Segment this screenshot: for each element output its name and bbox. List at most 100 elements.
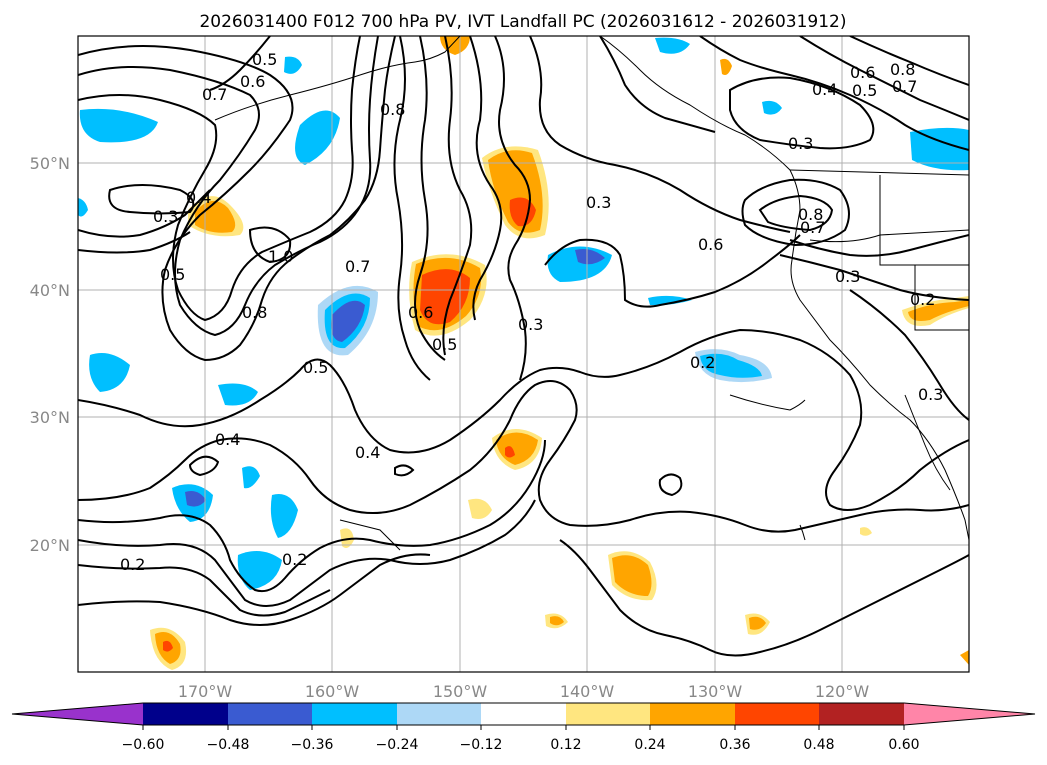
contour-label: 0.6 bbox=[698, 235, 723, 254]
contour-line-34 bbox=[599, 36, 716, 133]
lat-label: 30°N bbox=[30, 408, 70, 427]
contour-label: 0.8 bbox=[890, 60, 915, 79]
colorbar-tick-label: −0.36 bbox=[291, 737, 334, 753]
contour-label: 0.6 bbox=[240, 72, 265, 91]
neg-anomaly-15 bbox=[655, 37, 690, 54]
contour-label: 0.2 bbox=[120, 555, 145, 574]
contour-line-22 bbox=[658, 473, 683, 497]
contour-label: 0.8 bbox=[380, 100, 405, 119]
contour-label: 0.2 bbox=[690, 353, 715, 372]
contour-line-27 bbox=[741, 178, 850, 247]
neg-anomaly-6 bbox=[218, 383, 258, 406]
contour-line-30 bbox=[849, 36, 969, 86]
neg-anomaly-9 bbox=[270, 494, 298, 538]
colorbar-bin bbox=[481, 703, 566, 725]
contour-label: 0.5 bbox=[160, 265, 185, 284]
latitude-labels: 50°N 40°N 30°N 20°N bbox=[30, 154, 70, 555]
colorbar: −0.60 −0.48 −0.36 −0.24 −0.12 0.12 0.24 … bbox=[11, 702, 1036, 753]
contour-line-13 bbox=[529, 36, 791, 233]
colorbar-tick-label: 0.12 bbox=[550, 737, 581, 753]
contour-label: 0.5 bbox=[303, 358, 328, 377]
lon-label: 150°W bbox=[433, 682, 488, 701]
colorbar-tick-label: 0.36 bbox=[719, 737, 750, 753]
pos-anomaly-6c bbox=[163, 640, 173, 652]
contour-label: 0.3 bbox=[788, 134, 813, 153]
colorbar-tick-label: −0.24 bbox=[376, 737, 419, 753]
contour-label: 0.3 bbox=[153, 207, 178, 226]
pos-anomaly-13 bbox=[340, 528, 354, 548]
neg-anomaly-1 bbox=[79, 108, 158, 143]
colorbar-tick-label: 0.48 bbox=[803, 737, 834, 753]
coastlines bbox=[214, 36, 969, 551]
colorbar-bin bbox=[397, 703, 481, 725]
map-panel: 0.5 0.6 0.7 0.8 0.3 0.4 1.0 0.5 0.8 0.7 … bbox=[77, 35, 970, 673]
map-frame bbox=[77, 35, 970, 673]
contour-label: 0.5 bbox=[852, 81, 877, 100]
pos-anomaly-11b bbox=[749, 616, 766, 630]
pos-anomaly-5b bbox=[612, 555, 652, 596]
lat-label: 50°N bbox=[30, 154, 70, 173]
neg-anomaly-11 bbox=[910, 127, 969, 171]
neg-anomaly-17 bbox=[78, 198, 88, 217]
pos-anomaly-4c bbox=[505, 446, 515, 458]
colorbar-tick-label: 0.60 bbox=[888, 737, 919, 753]
colorbar-tick-label: −0.12 bbox=[460, 737, 503, 753]
colorbar-extend-low bbox=[12, 703, 143, 725]
colorbar-bin bbox=[735, 703, 819, 725]
colorbar-bin bbox=[566, 703, 650, 725]
pos-anomaly-4b bbox=[496, 432, 538, 465]
neg-anomaly-3c bbox=[331, 300, 365, 342]
contour-labels: 0.5 0.6 0.7 0.8 0.3 0.4 1.0 0.5 0.8 0.7 … bbox=[120, 50, 943, 574]
pos-anomaly-9 bbox=[468, 498, 492, 519]
contour-label: 0.3 bbox=[518, 315, 543, 334]
contour-line-4 bbox=[78, 189, 211, 238]
contour-label: 0.6 bbox=[408, 303, 433, 322]
lon-label: 140°W bbox=[560, 682, 615, 701]
colorbar-bin bbox=[819, 703, 904, 725]
contour-line-1 bbox=[78, 36, 396, 362]
contour-line-32 bbox=[849, 289, 969, 421]
anomaly-shading bbox=[78, 36, 969, 670]
colorbar-ticks bbox=[142, 725, 905, 730]
lon-label: 170°W bbox=[178, 682, 233, 701]
contour-line-2 bbox=[78, 36, 379, 337]
lat-label: 40°N bbox=[30, 281, 70, 300]
contour-line-25 bbox=[699, 36, 969, 151]
contour-label: 0.7 bbox=[345, 257, 370, 276]
neg-anomaly-13 bbox=[242, 466, 260, 489]
contour-line-11 bbox=[469, 36, 503, 321]
neg-anomaly-12 bbox=[648, 295, 692, 306]
neg-anomaly-5 bbox=[89, 352, 130, 392]
contour-line-7 bbox=[248, 226, 292, 264]
colorbar-tick-label: −0.60 bbox=[122, 737, 165, 753]
colorbar-tick-label: −0.48 bbox=[207, 737, 250, 753]
contour-label: 1.0 bbox=[268, 247, 293, 266]
contour-label: 0.2 bbox=[282, 550, 307, 569]
longitude-labels: 170°W 160°W 150°W 140°W 130°W 120°W bbox=[178, 682, 870, 701]
contour-line-3 bbox=[78, 36, 361, 322]
contour-line-10 bbox=[442, 36, 473, 356]
contour-line-33 bbox=[789, 234, 969, 257]
contour-label: 0.7 bbox=[800, 218, 825, 237]
lon-label: 120°W bbox=[815, 682, 870, 701]
colorbar-extend-high bbox=[904, 703, 1035, 725]
contour-line-23 bbox=[188, 455, 220, 477]
contour-label: 0.8 bbox=[242, 303, 267, 322]
colorbar-bin bbox=[228, 703, 312, 725]
contour-label: 0.4 bbox=[215, 430, 240, 449]
contour-line-9 bbox=[414, 36, 446, 361]
contour-line-18 bbox=[78, 499, 536, 607]
pos-anomaly-15 bbox=[860, 527, 872, 536]
neg-anomaly-4b bbox=[575, 249, 605, 265]
colorbar-tick-label: 0.24 bbox=[634, 737, 665, 753]
neg-anomaly-14 bbox=[284, 56, 302, 74]
contour-label: 0.7 bbox=[892, 77, 917, 96]
contour-label: 0.3 bbox=[586, 193, 611, 212]
contour-line-6 bbox=[108, 184, 195, 215]
contour-label: 0.3 bbox=[835, 267, 860, 286]
neg-anomaly-16 bbox=[762, 100, 782, 115]
contour-label: 0.4 bbox=[186, 188, 211, 207]
graticule bbox=[78, 36, 969, 672]
contour-line-19 bbox=[78, 564, 331, 617]
